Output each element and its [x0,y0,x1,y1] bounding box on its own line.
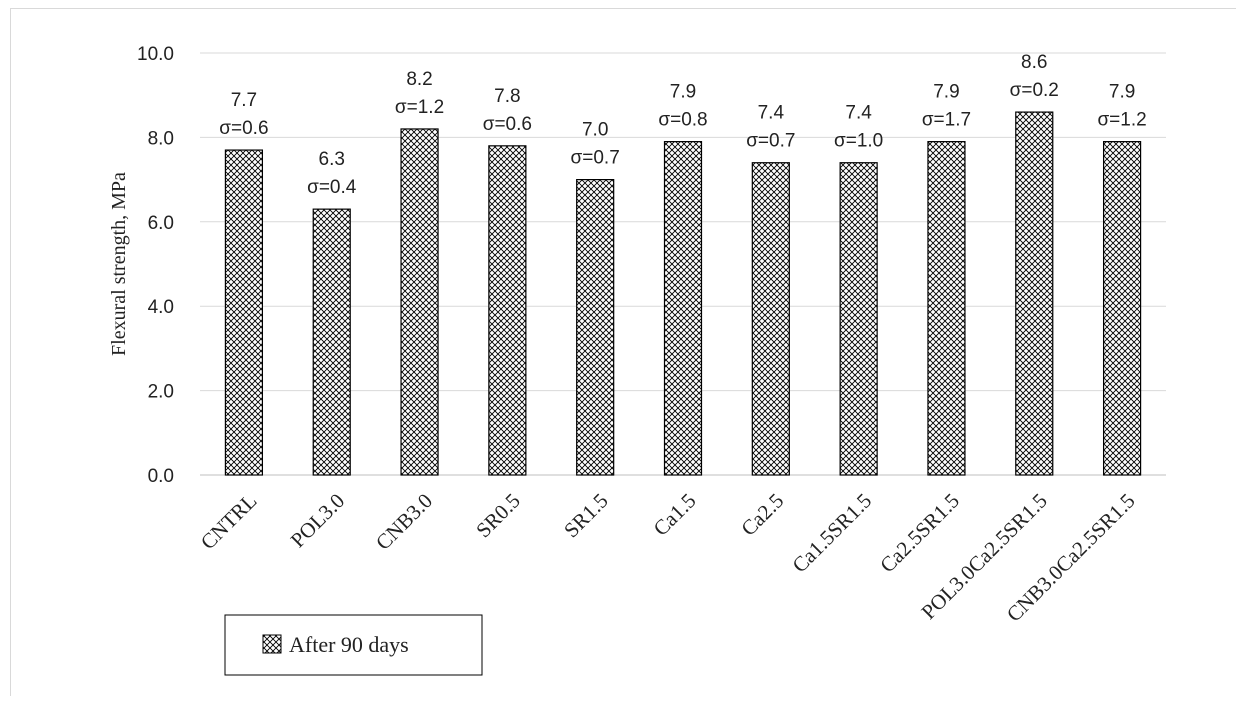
x-category-label: CNTRL [196,489,262,555]
bar [576,179,615,476]
bar [312,208,351,476]
bars [224,111,1142,476]
data-label-value: 8.2 [406,69,432,90]
x-axis-category-labels: CNTRL POL3.0 CNB3.0 SR0.5 SR1.5 Ca1.5 Ca2.5 Ca1… [196,489,1140,627]
data-labels: 7.7 σ=0.6 6.3 σ=0.4 8.2 σ=1.2 7.8 σ=0.6 7.0 σ=0.7… [219,52,1146,198]
data-label-value: 8.6 [1021,52,1047,73]
x-category-label: POL3.0 [286,489,350,553]
x-category-label: Ca1.5SR1.5 [787,489,876,578]
data-label-sigma: σ=1.7 [922,110,971,131]
legend-swatch [262,634,282,654]
y-tick-label: 4.0 [148,297,174,318]
data-label-sigma: σ=0.4 [307,177,357,198]
x-category-label: Ca2.5SR1.5 [875,489,964,578]
x-category-label: CNB3.0 [371,489,437,555]
data-label-sigma: σ=1.0 [834,131,883,152]
y-tick-label: 6.0 [148,213,174,234]
data-label-sigma: σ=1.2 [1097,110,1146,131]
y-tick-label: 0.0 [148,466,174,487]
x-category-label: SR1.5 [559,489,613,543]
bar [927,141,966,476]
bar [1102,141,1142,476]
data-label-sigma: σ=0.6 [483,114,532,135]
data-label-value: 7.4 [758,103,785,124]
data-label-value: 7.0 [582,120,608,141]
data-label-sigma: σ=0.7 [746,131,795,152]
y-tick-label: 10.0 [137,44,174,65]
legend-label: After 90 days [289,632,409,657]
bar [663,141,703,476]
bar [488,145,527,476]
data-label-sigma: σ=0.7 [571,148,620,169]
y-axis-ticks: 0.0 2.0 4.0 6.0 8.0 10.0 [137,44,174,487]
y-axis-title: Flexural strength, MPa [108,172,130,356]
data-label-sigma: σ=0.2 [1010,80,1059,101]
data-label-value: 7.9 [1109,82,1135,103]
bar [751,162,790,476]
y-tick-label: 8.0 [148,128,174,149]
data-label-value: 7.8 [494,86,520,107]
data-label-sigma: σ=0.8 [658,110,707,131]
chart-frame [10,8,1236,696]
data-label-value: 6.3 [319,149,345,170]
bar [224,149,264,476]
data-label-value: 7.7 [231,90,257,111]
data-label-value: 7.9 [933,82,959,103]
bar [400,128,439,476]
bar [839,162,878,476]
bar [1015,111,1054,476]
x-category-label: SR0.5 [471,489,525,543]
data-label-value: 7.9 [670,82,696,103]
data-label-value: 7.4 [845,103,872,124]
x-category-label: Ca1.5 [649,489,701,541]
legend: After 90 days [224,614,483,676]
x-category-label: Ca2.5 [736,489,788,541]
y-tick-label: 2.0 [148,382,174,403]
data-label-sigma: σ=0.6 [219,118,268,139]
data-label-sigma: σ=1.2 [395,97,444,118]
